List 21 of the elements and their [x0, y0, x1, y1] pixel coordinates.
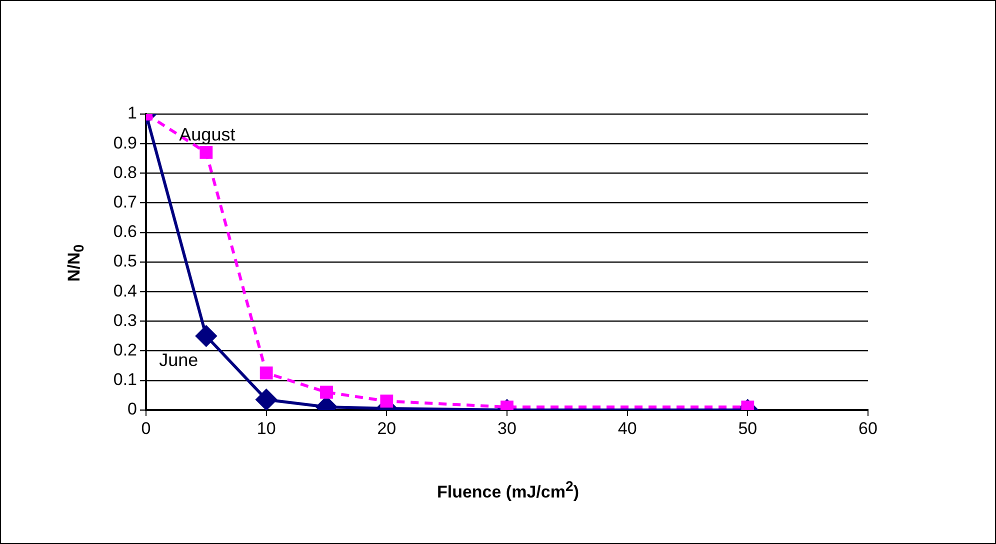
y-tick-label: 0.3: [113, 310, 137, 330]
x-tick-label: 10: [256, 418, 276, 438]
x-tick-label: 20: [377, 418, 396, 438]
x-tick-label: 50: [738, 418, 758, 438]
y-tick-label: 0.2: [113, 340, 137, 360]
y-tick-label: 1: [128, 104, 137, 123]
y-tick-label: 0.4: [113, 281, 137, 300]
y-tick-label: 0.1: [113, 370, 137, 390]
y-tick-label: 0.8: [113, 162, 137, 182]
y-tick-label: 0.5: [113, 252, 137, 271]
x-tick-label: 0: [141, 418, 151, 438]
x-axis-title: Fluence (mJ/cm$^{2}$): [436, 479, 580, 503]
x-tick-label: 30: [498, 418, 516, 438]
y-tick-label: 0.9: [113, 133, 137, 152]
y-tick-label: 0.7: [113, 192, 137, 212]
series-label: August: [179, 124, 236, 144]
y-tick-label: 0.6: [113, 222, 137, 242]
x-tick-label: 40: [618, 418, 637, 438]
y-tick-label: 0: [128, 400, 137, 419]
x-tick-label: 60: [858, 418, 878, 438]
series-label: June: [159, 350, 198, 370]
